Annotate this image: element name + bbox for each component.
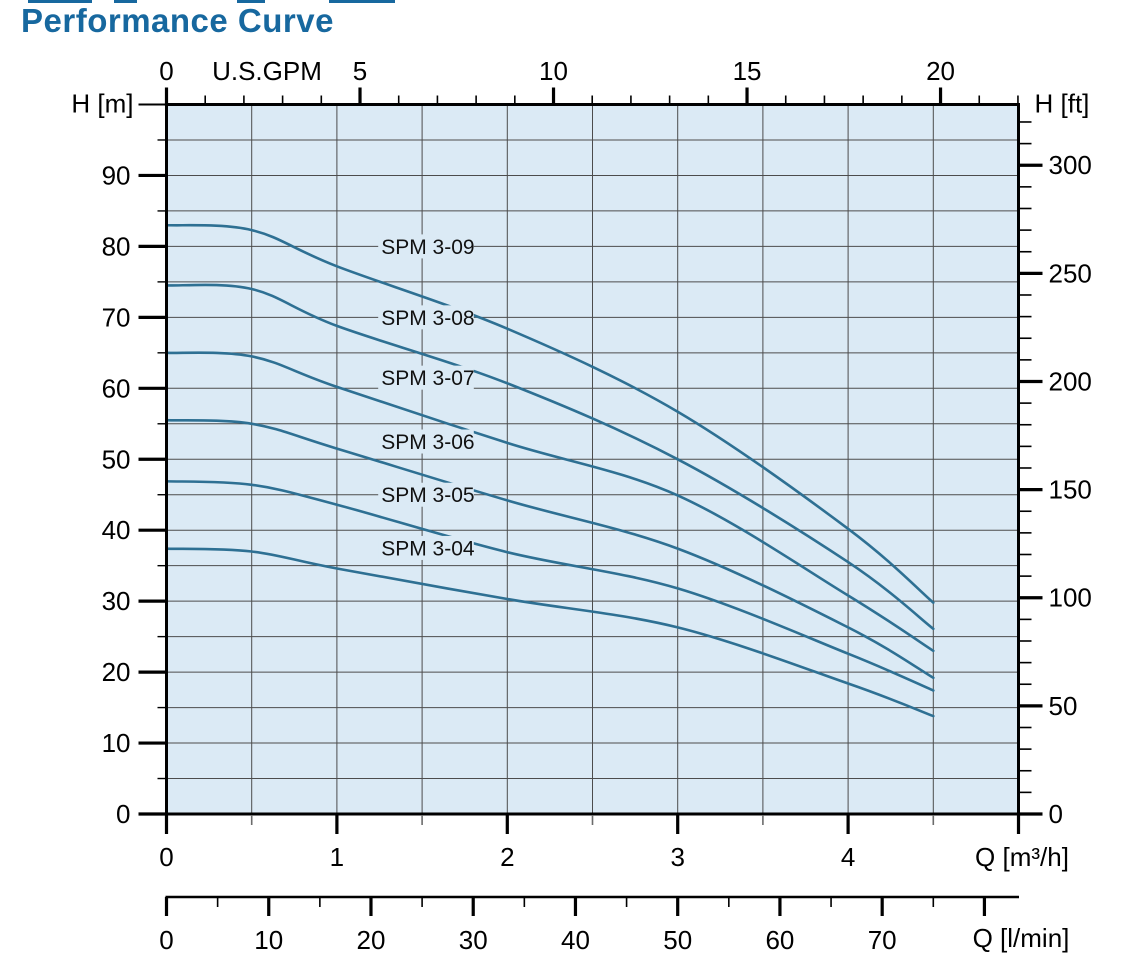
bottom-axis-unit-label: Q [m³/h] (975, 842, 1069, 872)
curve-label-spm-3-07: SPM 3-07 (381, 367, 474, 390)
bottom-axis-tick-label: 3 (670, 842, 684, 872)
curve-spm-3-08 (165, 283, 935, 631)
lmin-axis-tick-label: 30 (459, 925, 488, 955)
grid (166, 104, 1019, 814)
left-axis-tick-label: 80 (102, 231, 131, 261)
top-axis: 0 5 10 15 20 U.S.GPM (159, 56, 1019, 106)
left-axis-tick-label: 0 (116, 799, 130, 829)
page-title: Performance Curve (21, 2, 334, 39)
left-axis-tick-label: 20 (102, 657, 131, 687)
curve-label-mask (378, 234, 474, 259)
left-axis-unit-label: H [m] (71, 89, 133, 119)
left-axis-tick-label: 50 (102, 444, 131, 474)
curve-label-spm-3-08: SPM 3-08 (381, 307, 474, 330)
lmin-axis-tick-label: 50 (663, 925, 692, 955)
curve-label-spm-3-09: SPM 3-09 (381, 236, 474, 259)
bottom-axis-lmin: 0 10 20 30 40 50 60 70 Q [l/min] (159, 895, 1070, 955)
right-axis-tick-label: 50 (1049, 691, 1078, 721)
right-axis-tick-label: 100 (1049, 583, 1092, 613)
right-axis-tick-label: 200 (1049, 366, 1092, 396)
curves (165, 223, 935, 718)
bottom-axis-tick-label: 1 (330, 842, 344, 872)
lmin-axis-unit-label: Q [l/min] (973, 923, 1070, 953)
curve-spm-3-07 (165, 351, 935, 653)
right-axis-unit-label: H [ft] (1035, 89, 1090, 119)
right-axis-tick-label: 150 (1049, 475, 1092, 505)
top-axis-tick-label: 15 (733, 56, 762, 86)
curve-spm-3-05 (165, 479, 935, 692)
bottom-axis-m3h: 0 1 2 3 4 Q [m³/h] (159, 815, 1069, 872)
top-axis-tick-label: 0 (159, 56, 173, 86)
curve-label-mask (378, 482, 474, 507)
lmin-axis-tick-label: 60 (765, 925, 794, 955)
left-axis-tick-label: 40 (102, 515, 131, 545)
left-axis-tick-label: 30 (102, 586, 131, 616)
right-axis: 0 50 100 150 200 250 300 H [ft] (1019, 89, 1092, 829)
left-axis-tick-label: 60 (102, 373, 131, 403)
crop-artifact (114, 0, 137, 3)
bottom-axis-tick-label: 4 (841, 842, 855, 872)
bottom-axis-tick-label: 0 (159, 842, 173, 872)
crop-artifact (28, 0, 92, 3)
bottom-axis-tick-label: 2 (500, 842, 514, 872)
right-axis-tick-label: 0 (1049, 799, 1063, 829)
left-axis-tick-label: 10 (102, 728, 131, 758)
crop-artifact (237, 0, 265, 3)
right-axis-tick-label: 300 (1049, 150, 1092, 180)
curve-label-mask (378, 365, 474, 390)
left-axis-tick-label: 70 (102, 302, 131, 332)
curve-label-mask (378, 429, 474, 454)
curve-label-mask (378, 305, 474, 330)
lmin-axis-tick-label: 40 (561, 925, 590, 955)
curve-label-spm-3-05: SPM 3-05 (381, 484, 474, 507)
curve-spm-3-06 (165, 418, 935, 680)
curve-label-mask (378, 535, 474, 560)
top-axis-tick-label: 5 (353, 56, 367, 86)
top-axis-unit-label: U.S.GPM (212, 56, 322, 86)
lmin-axis-tick-label: 70 (868, 925, 897, 955)
left-axis-tick-label: 90 (102, 160, 131, 190)
left-axis: 0 10 20 30 40 50 60 70 80 90 H [m] (71, 89, 166, 829)
curve-label-spm-3-06: SPM 3-06 (381, 431, 474, 454)
top-axis-tick-label: 10 (539, 56, 568, 86)
curve-spm-3-04 (165, 547, 935, 718)
right-axis-tick-label: 250 (1049, 258, 1092, 288)
crop-artifact (329, 0, 395, 3)
curve-label-spm-3-04: SPM 3-04 (381, 537, 475, 560)
lmin-axis-tick-label: 0 (159, 925, 173, 955)
lmin-axis-tick-label: 20 (357, 925, 386, 955)
top-axis-tick-label: 20 (926, 56, 955, 86)
lmin-axis-tick-label: 10 (254, 925, 283, 955)
curve-spm-3-09 (165, 223, 935, 604)
